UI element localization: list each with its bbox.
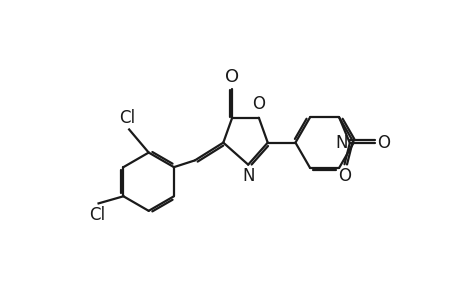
Text: O: O xyxy=(224,68,239,86)
Text: O: O xyxy=(377,134,390,152)
Text: Cl: Cl xyxy=(119,109,135,127)
Text: N: N xyxy=(335,134,347,152)
Text: Cl: Cl xyxy=(89,206,105,224)
Text: N: N xyxy=(241,167,254,185)
Text: O: O xyxy=(252,95,265,113)
Text: O: O xyxy=(337,167,350,185)
